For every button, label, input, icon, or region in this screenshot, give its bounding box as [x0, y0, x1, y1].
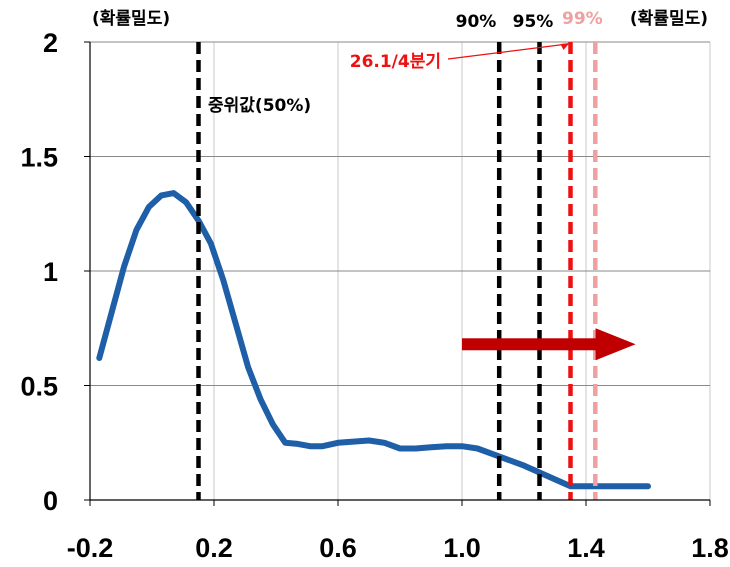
grid-lines: [90, 41, 711, 501]
plot-area: [96, 190, 651, 490]
x-tick-label: 0.6: [319, 533, 357, 563]
x-tick-label: 1.4: [567, 533, 605, 563]
percentile-lines: [196, 42, 598, 500]
shift-arrow-head: [595, 328, 636, 361]
density-line: [96, 190, 651, 490]
x-tick-label: 1.8: [691, 533, 729, 563]
x-tick-label: 1.0: [443, 533, 481, 563]
annotations: (확률밀도) (확률밀도) 중위값(50%) 90% 95% 99% 26.1/4분기: [92, 8, 708, 361]
p99-label: 99%: [562, 9, 603, 29]
y-tick-label: 1: [43, 257, 58, 287]
forecast-label: 26.1/4분기: [350, 52, 441, 72]
y-tick-label: 1.5: [20, 143, 58, 173]
p95-label: 95%: [513, 12, 554, 32]
median-label: 중위값(50%): [208, 96, 311, 116]
y-tick-label: 0.5: [20, 372, 58, 402]
x-tick-label: 0.2: [195, 533, 233, 563]
y-axis-label-left: (확률밀도): [92, 8, 170, 29]
y-axis-label-right: (확률밀도): [630, 8, 708, 29]
forecast-leader-arrowhead: [560, 43, 570, 50]
y-tick-label: 2: [43, 28, 58, 58]
y-tick-label: 0: [43, 486, 58, 516]
x-tick-label: -0.2: [67, 533, 114, 563]
forecast-leader-line: [447, 43, 568, 60]
shift-arrow-shaft: [462, 338, 598, 351]
axes: 0 0.5 1 1.5 2 -0.2 0.2 0.6 1.0 1.4 1.8: [20, 28, 728, 563]
p90-label: 90%: [456, 12, 497, 32]
